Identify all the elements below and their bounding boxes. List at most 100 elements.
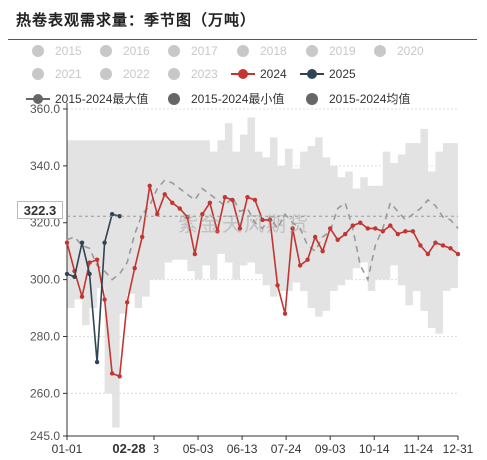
legend-label: 2021 [55,67,82,81]
data-point-2025 [94,359,100,365]
legend-item-2024[interactable]: 2024 [231,67,287,81]
legend-item-2015-2024均值[interactable]: 2015-2024均值 [300,90,410,107]
data-point-2024 [433,240,438,245]
data-point-2024 [230,197,235,203]
data-point-2024 [418,243,423,248]
x-tick-label: 07-24 [271,442,302,456]
data-point-2025 [117,213,122,219]
legend-item-2022[interactable]: 2022 [94,67,150,81]
legend-item-2015[interactable]: 2015 [26,44,82,58]
data-point-2024 [403,229,408,234]
data-point-2024 [139,234,145,240]
data-point-2025 [87,271,92,277]
data-point-2024 [79,294,85,299]
data-point-2024 [410,229,416,234]
series-line-2015-2024均值 [66,179,459,282]
data-point-2025 [102,240,107,245]
data-point-2024 [192,251,198,257]
legend-symbol-icon [374,45,386,57]
legend-item-2017[interactable]: 2017 [162,44,218,58]
y-crosshair-label: 322.3 [17,201,63,219]
legend-item-2020[interactable]: 2020 [368,44,424,58]
legend-symbol-icon [306,92,318,105]
legend-label: 2018 [260,44,287,58]
data-point-2024 [358,220,363,225]
x-tick-label: 11-24 [403,442,433,456]
legend-label: 2020 [397,44,424,58]
legend-label: 2022 [123,67,150,81]
data-point-2024 [448,246,453,251]
data-point-2024 [102,297,107,302]
legend-item-2016[interactable]: 2016 [94,44,150,58]
data-point-2024 [350,223,355,228]
data-point-2024 [305,257,310,262]
data-point-2024 [155,212,160,217]
legend-label: 2015-2024均值 [329,92,411,106]
data-point-2024 [170,200,175,206]
data-point-2024 [64,240,70,245]
legend-symbol-icon [100,45,112,57]
data-point-2024 [297,263,303,268]
legend-symbol-icon [306,45,318,57]
legend-label: 2017 [191,44,218,58]
legend-item-2025[interactable]: 2025 [300,67,356,81]
data-point-2024 [87,260,92,265]
x-tick-label: 12-31 [443,442,474,456]
chart-title: 热卷表观需求量：季节图（万吨） [16,12,257,29]
legend-item-2015-2024最小值[interactable]: 2015-2024最小值 [162,90,284,107]
x-tick-label: 01-01 [52,442,83,456]
data-point-2024 [117,374,122,379]
data-point-2025 [79,240,85,245]
data-point-2024 [343,231,348,237]
data-point-2024 [147,183,152,188]
legend-symbol-icon [231,69,255,79]
data-point-2025 [64,271,70,277]
data-point-2024 [365,226,370,231]
data-point-2024 [327,226,333,231]
data-point-2024 [455,251,461,257]
x-tick-label: 09-03 [315,442,346,456]
y-tick-label: 340.0 [30,159,60,173]
legend-symbol-icon [168,45,180,57]
data-point-2024 [320,248,325,254]
data-point-2024 [282,311,288,316]
legend-item-2021[interactable]: 2021 [26,67,82,81]
legend-symbol-icon [237,45,249,57]
legend-label: 2015-2024最大值 [55,92,149,106]
data-point-2024 [124,300,130,305]
legend-item-2023[interactable]: 2023 [162,67,218,81]
legend-symbol-icon [168,92,180,105]
x-tick-label: 06-13 [227,442,258,456]
legend-item-2019[interactable]: 2019 [300,44,356,58]
legend-item-2018[interactable]: 2018 [231,44,287,58]
legend-label: 2015-2024最小值 [191,92,285,106]
data-point-2024 [132,266,137,271]
data-point-2024 [425,251,431,257]
legend-label: 2019 [329,44,356,58]
data-point-2024 [94,257,100,262]
legend-item-2015-2024最大值[interactable]: 2015-2024最大值 [26,90,148,107]
data-point-2024 [215,229,220,234]
watermark: 紫金天风期货 [178,214,310,236]
legend-label: 2025 [329,67,356,81]
data-point-2024 [222,194,228,200]
data-point-2025 [72,274,77,279]
legend-label: 2024 [260,67,287,81]
data-point-2024 [267,217,273,223]
legend-label: 2015 [55,44,82,58]
x-tick-label: :3 [149,442,159,456]
legend-symbol-icon [32,45,44,57]
data-point-2025 [109,212,115,217]
y-tick-label: 300.0 [30,273,60,287]
data-point-2024 [109,371,115,376]
legend: 2015 2016 2017 2018 2019 2020 2021 2022 2023 2024… [0,42,487,106]
y-tick-label: 320.0 [30,216,60,230]
y-tick-label: 245.0 [30,429,60,443]
data-point-2024 [380,229,386,234]
legend-label: 2016 [123,44,150,58]
data-point-2024 [200,212,205,217]
legend-symbol-icon [32,68,44,80]
data-point-2024 [275,283,280,288]
x-tick-label: 05-03 [183,442,214,456]
